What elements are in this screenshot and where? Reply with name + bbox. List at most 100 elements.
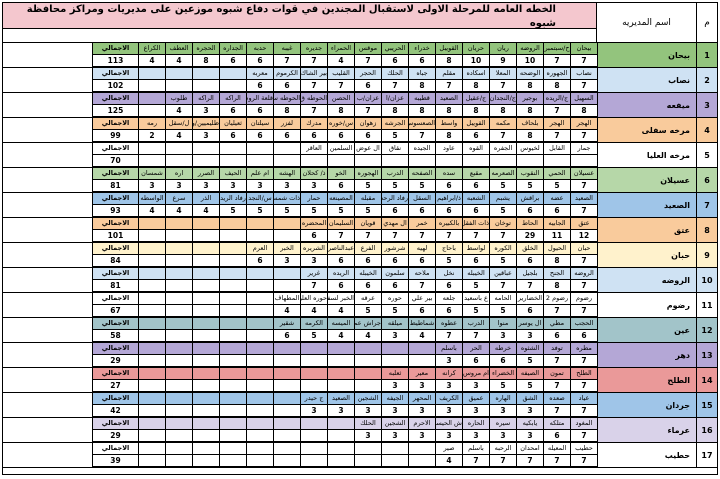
village-cell: الريده xyxy=(327,268,354,280)
count-cell: 4 xyxy=(165,205,192,217)
village-cell: اسكاده xyxy=(462,68,489,80)
total-cell: الاجمالي xyxy=(92,268,138,280)
village-cell: لهيه xyxy=(408,243,435,255)
count-cell: 7 xyxy=(489,455,516,467)
count-cell: 6 xyxy=(300,230,327,242)
count-cell: 7 xyxy=(489,130,516,142)
village-cell: س/خوره xyxy=(327,118,354,130)
village-cell xyxy=(138,293,165,305)
village-cell xyxy=(246,293,273,305)
count-cell xyxy=(273,280,300,292)
count-cell xyxy=(354,455,381,467)
village-cell: ام علم xyxy=(246,168,273,180)
count-cell: 3 xyxy=(462,405,489,417)
village-cell: ج/الريده xyxy=(543,93,570,105)
count-cell: 7 xyxy=(489,280,516,292)
village-cell: رفاد الريد xyxy=(219,193,246,205)
village-cell xyxy=(192,418,219,430)
village-cell: كرانه xyxy=(435,368,462,380)
count-cell: 4 xyxy=(327,330,354,342)
village-cell: عضه xyxy=(543,193,570,205)
village-cell: المطهاف xyxy=(273,293,300,305)
count-cell: 3 xyxy=(408,380,435,392)
village-cell: مقلم xyxy=(435,68,462,80)
count-cell: 4 xyxy=(327,305,354,317)
village-cell: الطلح xyxy=(570,368,597,380)
village-cell: حطيب xyxy=(570,443,597,455)
counts-row: 7 7 3 3 3 3 3 3 3 3 3 42 xyxy=(3,405,597,417)
count-cell xyxy=(300,455,327,467)
count-cell: 11 xyxy=(543,230,570,242)
total-cell: الاجمالي xyxy=(92,68,138,80)
village-cell: الحيف xyxy=(219,168,246,180)
count-cell: 3 xyxy=(435,405,462,417)
district-name: نصاب xyxy=(597,68,697,92)
count-cell xyxy=(138,280,165,292)
village-cell: متلكه xyxy=(543,418,570,430)
count-cell: 3 xyxy=(192,180,219,192)
counts-row: 7 6 3 3 3 3 3 3 3 29 xyxy=(3,430,597,442)
district-name: عين xyxy=(597,318,697,342)
count-cell: 8 xyxy=(516,80,543,92)
village-cell xyxy=(138,393,165,405)
count-cell xyxy=(165,405,192,417)
count-cell xyxy=(300,355,327,367)
count-cell xyxy=(381,155,408,167)
village-cell: الجرشه xyxy=(381,118,408,130)
village-cell xyxy=(192,218,219,230)
count-cell xyxy=(219,155,246,167)
total-cell: الاجمالي xyxy=(92,193,138,205)
count-cell: 7 xyxy=(408,130,435,142)
count-cell: 5 xyxy=(489,180,516,192)
district-name: الصعيد xyxy=(597,193,697,217)
village-cell: الكرمه xyxy=(300,318,327,330)
village-cell xyxy=(138,243,165,255)
villages-row: نصاب الجهوره الوضحه المعلا اسكاده مقلم جباه الح… xyxy=(3,68,597,80)
village-cell xyxy=(246,418,273,430)
village-cell: الخضارير xyxy=(516,293,543,305)
village-cell: سيره xyxy=(489,418,516,430)
village-cell: الهجر xyxy=(570,118,597,130)
village-cell: المعلا xyxy=(489,68,516,80)
district-rows: 1 بيحان بيحان ح/سبتمبر الروضه ريان حريان القويب… xyxy=(3,43,717,468)
village-cell: المحهر xyxy=(408,393,435,405)
village-cell: الشريره xyxy=(300,243,327,255)
count-cell xyxy=(354,380,381,392)
village-cell xyxy=(138,418,165,430)
village-cell: بوجير xyxy=(516,93,543,105)
count-cell: 6 xyxy=(354,280,381,292)
count-cell xyxy=(219,355,246,367)
village-cell xyxy=(327,418,354,430)
count-cell: 7 xyxy=(381,230,408,242)
village-cell xyxy=(219,293,246,305)
count-cell: 8 xyxy=(543,80,570,92)
district-name: حبان xyxy=(597,243,697,267)
village-cell: الدرب xyxy=(381,168,408,180)
village-cell: العرم xyxy=(246,243,273,255)
counts-row: 6 6 3 3 7 7 4 3 4 4 5 6 58 xyxy=(3,330,597,342)
count-cell xyxy=(489,155,516,167)
village-cell xyxy=(300,343,327,355)
count-cell: 3 xyxy=(327,405,354,417)
count-cell: 7 xyxy=(354,230,381,242)
village-cell xyxy=(138,443,165,455)
count-cell xyxy=(165,155,192,167)
village-cell: الحلك xyxy=(381,68,408,80)
total-cell: 42 xyxy=(92,405,138,417)
village-cell: المصينعه xyxy=(327,193,354,205)
count-cell xyxy=(327,455,354,467)
village-cell: واسط xyxy=(435,118,462,130)
count-cell xyxy=(138,255,165,267)
village-cell: الرحبه xyxy=(489,443,516,455)
counts-row: 70 xyxy=(3,155,597,167)
village-cell: الكوره xyxy=(489,243,516,255)
count-cell: 6 xyxy=(381,280,408,292)
total-cell: 101 xyxy=(92,230,138,242)
village-cell: بلحاف xyxy=(516,118,543,130)
count-cell: 5 xyxy=(516,380,543,392)
village-cell xyxy=(354,443,381,455)
village-cell: حوره xyxy=(381,293,408,305)
count-cell: 6 xyxy=(435,280,462,292)
count-cell: 3 xyxy=(273,255,300,267)
count-cell: 5 xyxy=(435,255,462,267)
